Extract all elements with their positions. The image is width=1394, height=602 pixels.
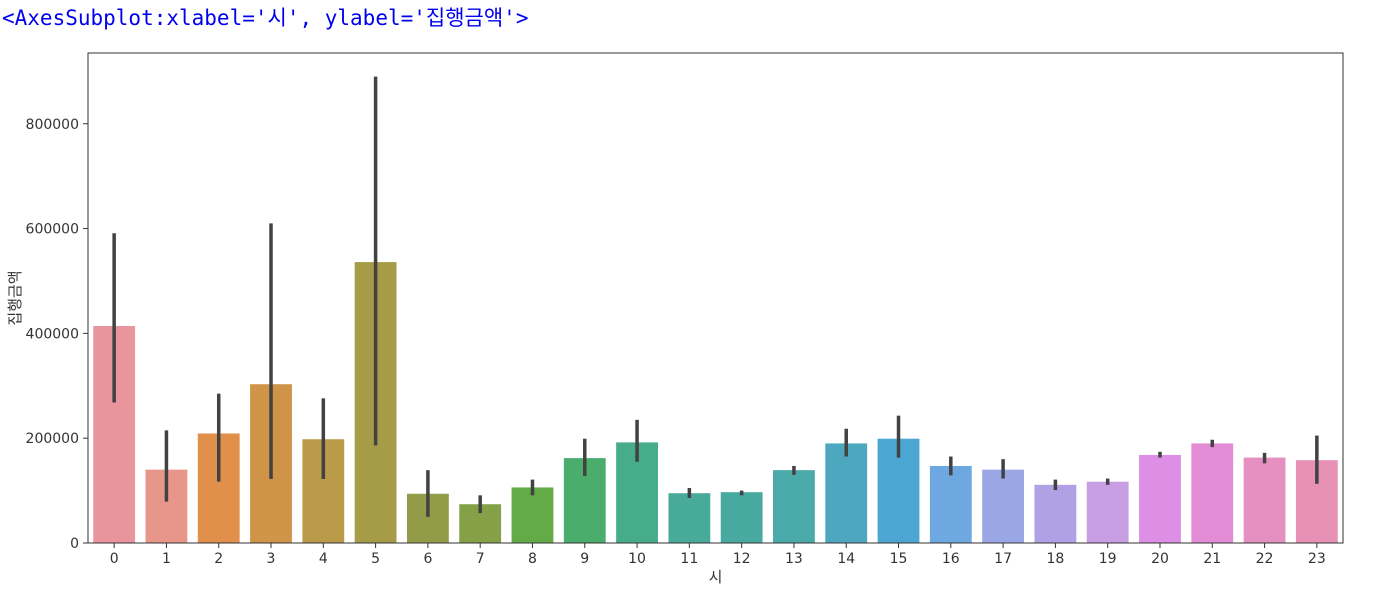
- x-tick-label: 10: [628, 551, 646, 567]
- error-bars-group: [112, 76, 1319, 517]
- bar-13: [773, 470, 815, 543]
- x-tick-label: 1: [162, 551, 171, 567]
- x-tick-label: 8: [528, 551, 537, 567]
- bar-21: [1191, 443, 1234, 543]
- y-tick-label: 800000: [26, 117, 79, 133]
- bar-20: [1139, 454, 1181, 543]
- x-tick-label: 15: [890, 551, 908, 567]
- bar-12: [720, 492, 763, 543]
- x-tick-label: 7: [476, 551, 485, 567]
- x-tick-label: 14: [837, 551, 855, 567]
- x-tick-label: 4: [319, 551, 328, 567]
- bar-8: [511, 487, 554, 543]
- x-tick-label: 22: [1256, 551, 1274, 567]
- x-tick-label: 2: [214, 551, 223, 567]
- x-tick-label: 5: [371, 551, 380, 567]
- x-tick-label: 12: [733, 551, 751, 567]
- y-tick-label: 200000: [26, 431, 79, 447]
- x-tick-label: 3: [267, 551, 276, 567]
- bar-17: [982, 469, 1025, 543]
- bar-14: [825, 443, 868, 543]
- x-tick-label: 13: [785, 551, 803, 567]
- bar-11: [668, 493, 711, 543]
- output-repr-text: <AxesSubplot:xlabel='시', ylabel='집행금액'>: [2, 6, 529, 30]
- x-axis-label: 시: [709, 568, 723, 586]
- y-tick-label: 600000: [26, 222, 79, 238]
- bar-18: [1034, 484, 1077, 543]
- x-tick-label: 23: [1308, 551, 1326, 567]
- y-tick-label: 400000: [26, 326, 79, 342]
- y-axis: 0 200000 400000 600000 800000: [26, 117, 88, 552]
- x-tick-label: 18: [1046, 551, 1064, 567]
- x-tick-label: 20: [1151, 551, 1169, 567]
- x-tick-label: 9: [580, 551, 589, 567]
- x-tick-label: 16: [942, 551, 960, 567]
- plot-frame: [87, 52, 1344, 544]
- bar-22: [1243, 457, 1286, 543]
- y-tick-label: 0: [70, 536, 79, 552]
- x-tick-label: 21: [1203, 551, 1221, 567]
- bar-16: [929, 465, 972, 543]
- bar-19: [1086, 481, 1129, 543]
- x-axis: 0 1 2 3 4 5 6 7 8 9 10 11 12 13 14 15 16 17 18 19 20 21 22 23: [110, 543, 1326, 567]
- y-axis-label: 집행금액: [6, 270, 24, 325]
- x-tick-label: 0: [110, 551, 119, 567]
- x-tick-label: 19: [1099, 551, 1117, 567]
- x-tick-label: 17: [994, 551, 1012, 567]
- x-tick-label: 11: [680, 551, 698, 567]
- x-tick-label: 6: [423, 551, 432, 567]
- bars-group: [93, 262, 1338, 543]
